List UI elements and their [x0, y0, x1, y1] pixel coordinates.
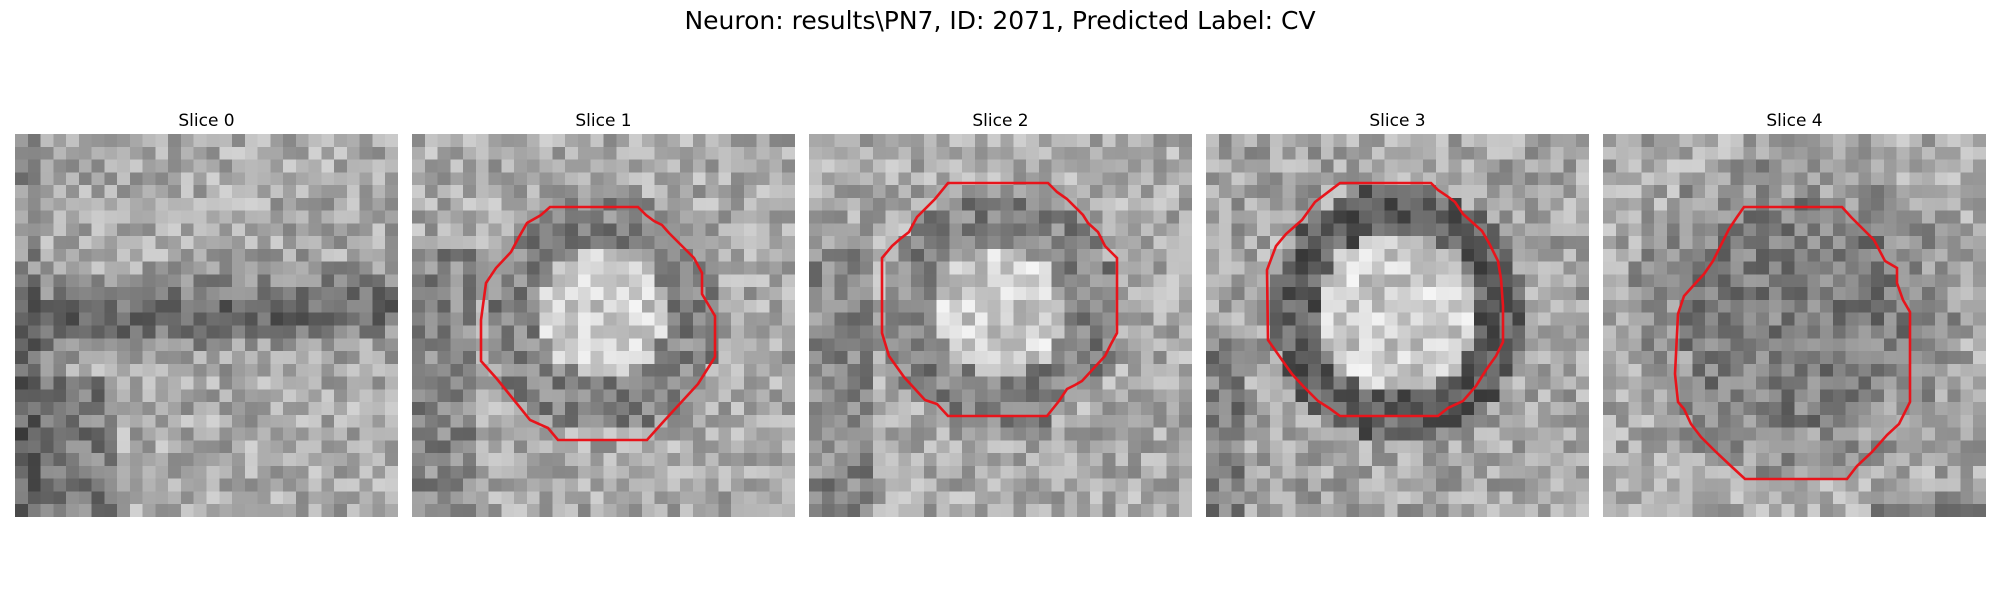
contour-outline	[880, 181, 1119, 418]
slice-image	[1206, 134, 1589, 517]
slice-title: Slice 3	[1369, 111, 1426, 131]
slice-title: Slice 0	[178, 111, 235, 131]
slice-image	[809, 134, 1192, 517]
slice-title: Slice 2	[972, 111, 1029, 131]
slice-pixels	[412, 134, 795, 517]
slice-pixels	[1206, 134, 1589, 517]
contour-outline	[479, 205, 717, 442]
contour-overlay	[1265, 181, 1505, 418]
contour-outline	[1673, 205, 1912, 481]
slice-pixels	[15, 134, 398, 517]
slice-pixels	[1603, 134, 1986, 517]
slice-title: Slice 4	[1766, 111, 1823, 131]
figure-title: Neuron: results\PN7, ID: 2071, Predicted…	[684, 6, 1316, 35]
contour-overlay	[479, 205, 717, 442]
slice-image	[15, 134, 398, 517]
slice-panel-3: Slice 3	[1206, 110, 1589, 517]
contour-overlay	[1673, 205, 1912, 481]
slice-image	[412, 134, 795, 517]
slice-title: Slice 1	[575, 111, 632, 131]
slice-panel-4: Slice 4	[1603, 110, 1986, 517]
slice-panel-1: Slice 1	[412, 110, 795, 517]
contour-outline	[1265, 181, 1505, 418]
contour-overlay	[880, 181, 1119, 418]
slice-panel-0: Slice 0	[15, 110, 398, 517]
slice-panel-2: Slice 2	[809, 110, 1192, 517]
slice-image	[1603, 134, 1986, 517]
slice-pixels	[809, 134, 1192, 517]
